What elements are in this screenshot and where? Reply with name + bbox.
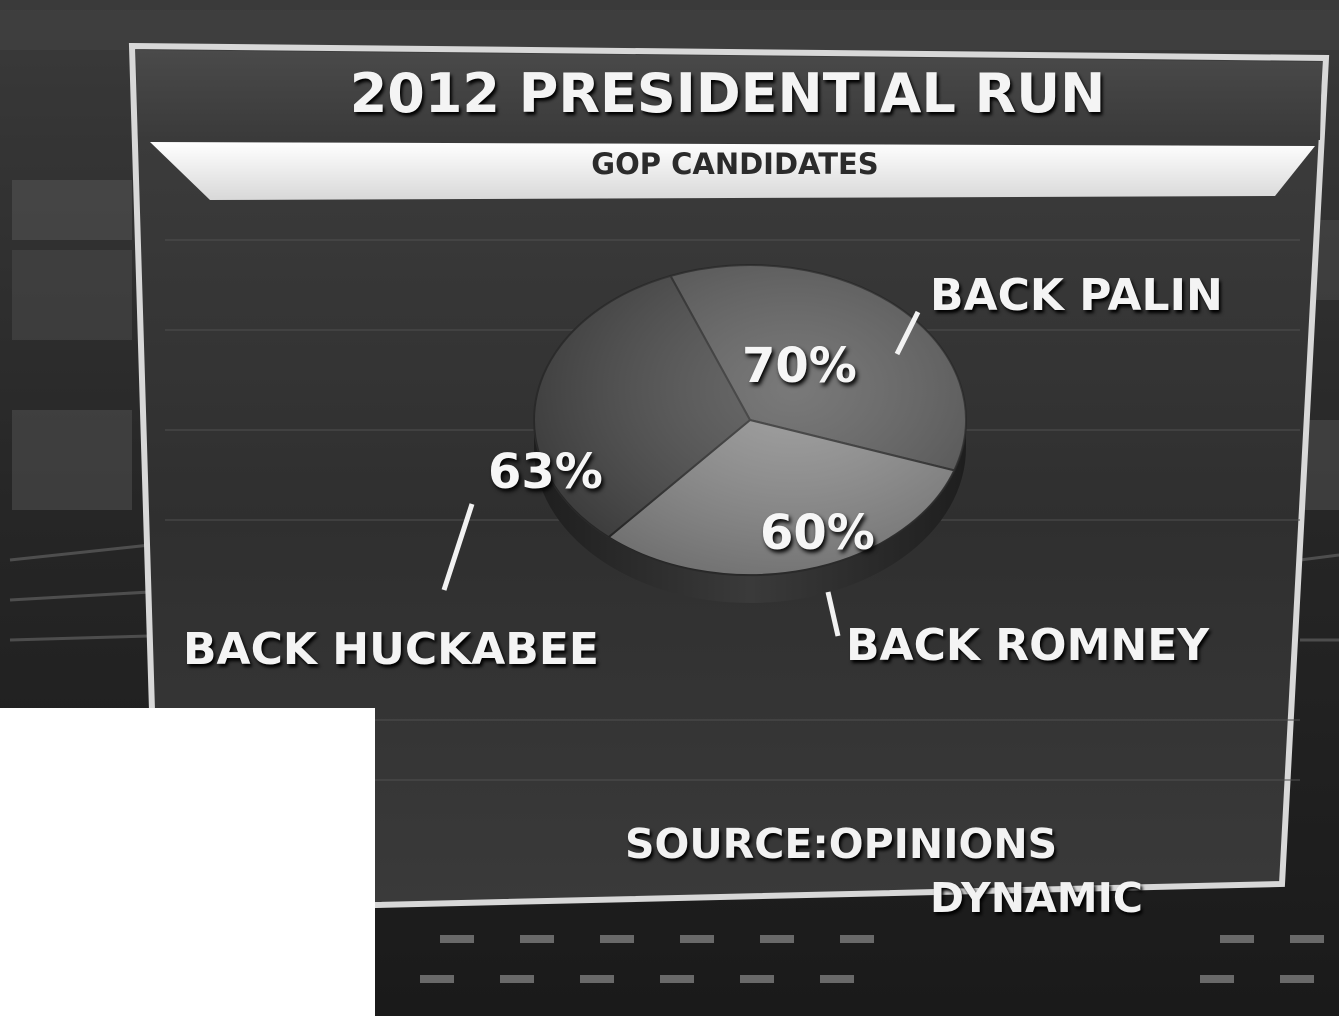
data-label-palin: 70% — [742, 338, 857, 394]
subtitle-bar — [150, 142, 1315, 200]
slice-label-romney: BACK ROMNEY — [846, 620, 1210, 671]
title-band — [136, 50, 1322, 140]
pie-chart — [533, 264, 968, 603]
page-title: 2012 PRESIDENTIAL RUN — [349, 62, 1106, 125]
blank-overlay — [0, 708, 375, 1016]
slice-label-palin: BACK PALIN — [930, 270, 1223, 321]
floor-lights — [420, 935, 1324, 983]
pie-gloss — [534, 265, 966, 575]
leader-line-palin — [894, 310, 921, 356]
pie-rim — [534, 420, 966, 603]
source-line-2: DYNAMIC — [930, 874, 1143, 922]
leader-line-romney — [825, 591, 841, 637]
light-streaks — [9, 543, 1339, 642]
data-label-huckabee: 63% — [488, 444, 603, 500]
source-line-1: SOURCE:OPINIONS — [625, 820, 1058, 868]
slice-label-huckabee: BACK HUCKABEE — [183, 624, 599, 675]
chart-subtitle: GOP CANDIDATES — [591, 147, 879, 181]
data-label-romney: 60% — [760, 505, 875, 561]
leader-line-huckabee — [441, 503, 475, 591]
